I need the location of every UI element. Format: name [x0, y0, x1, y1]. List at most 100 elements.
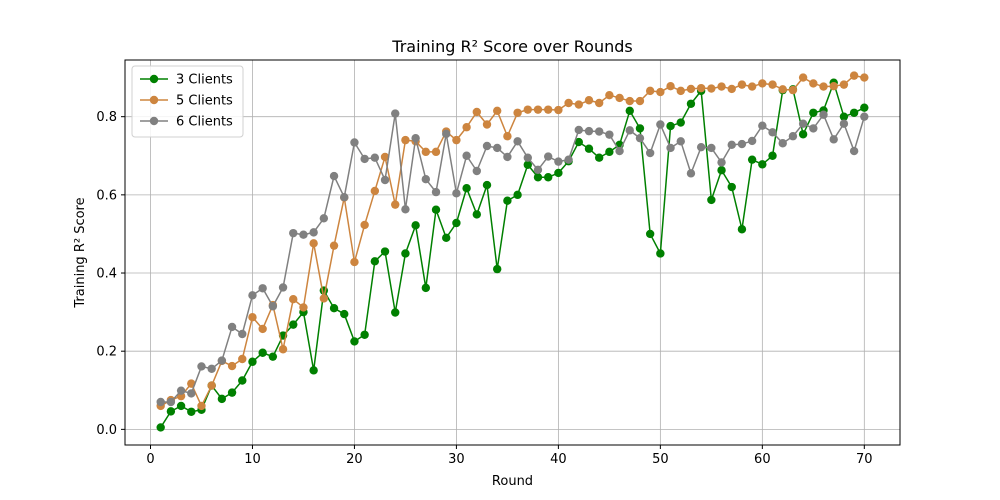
data-point: [431, 205, 441, 214]
data-point: [391, 200, 400, 209]
data-point: [289, 228, 298, 238]
data-point: [431, 147, 441, 157]
legend-label: 5 Clients: [176, 94, 233, 109]
y-tick-label: 0.6: [96, 188, 117, 203]
data-point: [676, 137, 685, 146]
data-point: [849, 108, 859, 117]
data-point: [707, 84, 716, 93]
data-point: [207, 364, 216, 373]
data-point: [574, 125, 583, 135]
data-point: [737, 139, 747, 149]
data-point: [482, 141, 492, 151]
data-point: [421, 147, 431, 157]
data-point: [299, 230, 308, 239]
data-point: [839, 112, 849, 121]
data-point: [513, 137, 522, 146]
data-point: [258, 348, 267, 357]
data-point: [462, 184, 471, 193]
x-tick-label: 20: [346, 452, 363, 467]
data-point: [686, 99, 696, 108]
data-point: [187, 389, 196, 398]
data-point: [737, 80, 747, 89]
data-point: [584, 96, 594, 105]
data-point: [533, 105, 543, 114]
chart-title: Training R² Score over Rounds: [391, 37, 632, 56]
data-point: [472, 210, 482, 219]
data-point: [329, 241, 339, 250]
data-point: [554, 105, 563, 115]
data-point: [493, 106, 502, 116]
data-point: [350, 257, 359, 267]
data-point: [391, 308, 400, 317]
data-point: [401, 205, 410, 214]
x-axis-label: Round: [492, 474, 533, 489]
y-tick-label: 0.0: [96, 423, 117, 438]
data-point: [809, 108, 818, 117]
data-point: [615, 146, 624, 156]
data-point: [380, 152, 390, 162]
data-point: [401, 135, 410, 145]
data-point: [503, 132, 512, 141]
data-point: [176, 401, 186, 411]
data-point: [778, 85, 787, 94]
data-point: [554, 168, 563, 178]
data-point: [380, 247, 390, 256]
data-point: [278, 345, 288, 354]
legend-marker: [149, 74, 159, 84]
data-point: [472, 107, 482, 117]
legend-item: 5 Clients: [140, 94, 233, 109]
data-point: [849, 146, 859, 156]
data-point: [258, 324, 267, 334]
data-point: [839, 80, 849, 89]
data-point: [523, 105, 532, 114]
data-point: [768, 80, 777, 89]
data-point: [391, 109, 400, 118]
data-point: [574, 100, 583, 109]
data-point: [584, 144, 594, 153]
data-point: [442, 129, 451, 139]
data-point: [676, 86, 685, 96]
data-point: [431, 187, 441, 197]
data-point: [329, 303, 339, 313]
data-point: [482, 180, 492, 190]
data-point: [615, 93, 624, 103]
data-point: [778, 139, 787, 148]
data-point: [207, 381, 216, 390]
data-point: [523, 160, 532, 169]
data-point: [533, 173, 543, 182]
data-point: [238, 376, 247, 385]
data-point: [503, 196, 512, 205]
data-point: [248, 291, 257, 300]
data-point: [421, 175, 431, 184]
y-axis-label: Training R² Score: [73, 197, 88, 308]
legend-box: [131, 65, 244, 138]
x-tick-label: 10: [244, 452, 261, 467]
data-point: [533, 165, 543, 175]
y-tick-label: 0.2: [96, 345, 117, 360]
data-point: [696, 142, 706, 152]
data-point: [696, 83, 706, 93]
data-point: [442, 233, 451, 243]
data-point: [543, 105, 553, 114]
data-point: [727, 84, 736, 94]
legend-marker: [149, 116, 159, 126]
data-point: [707, 195, 716, 205]
data-point: [187, 407, 196, 416]
legend-item: 6 Clients: [140, 115, 233, 130]
data-point: [727, 140, 736, 150]
y-tick-label: 0.8: [96, 110, 117, 125]
x-tick-label: 70: [856, 452, 873, 467]
data-point: [370, 257, 380, 266]
data-point: [747, 136, 757, 146]
data-point: [727, 182, 736, 192]
data-point: [176, 386, 186, 395]
data-point: [666, 143, 675, 153]
data-point: [860, 112, 869, 121]
data-point: [707, 143, 716, 153]
data-point: [625, 96, 634, 106]
data-point: [360, 154, 369, 164]
data-point: [686, 169, 696, 178]
data-point: [248, 312, 257, 322]
series-3: [156, 109, 869, 407]
